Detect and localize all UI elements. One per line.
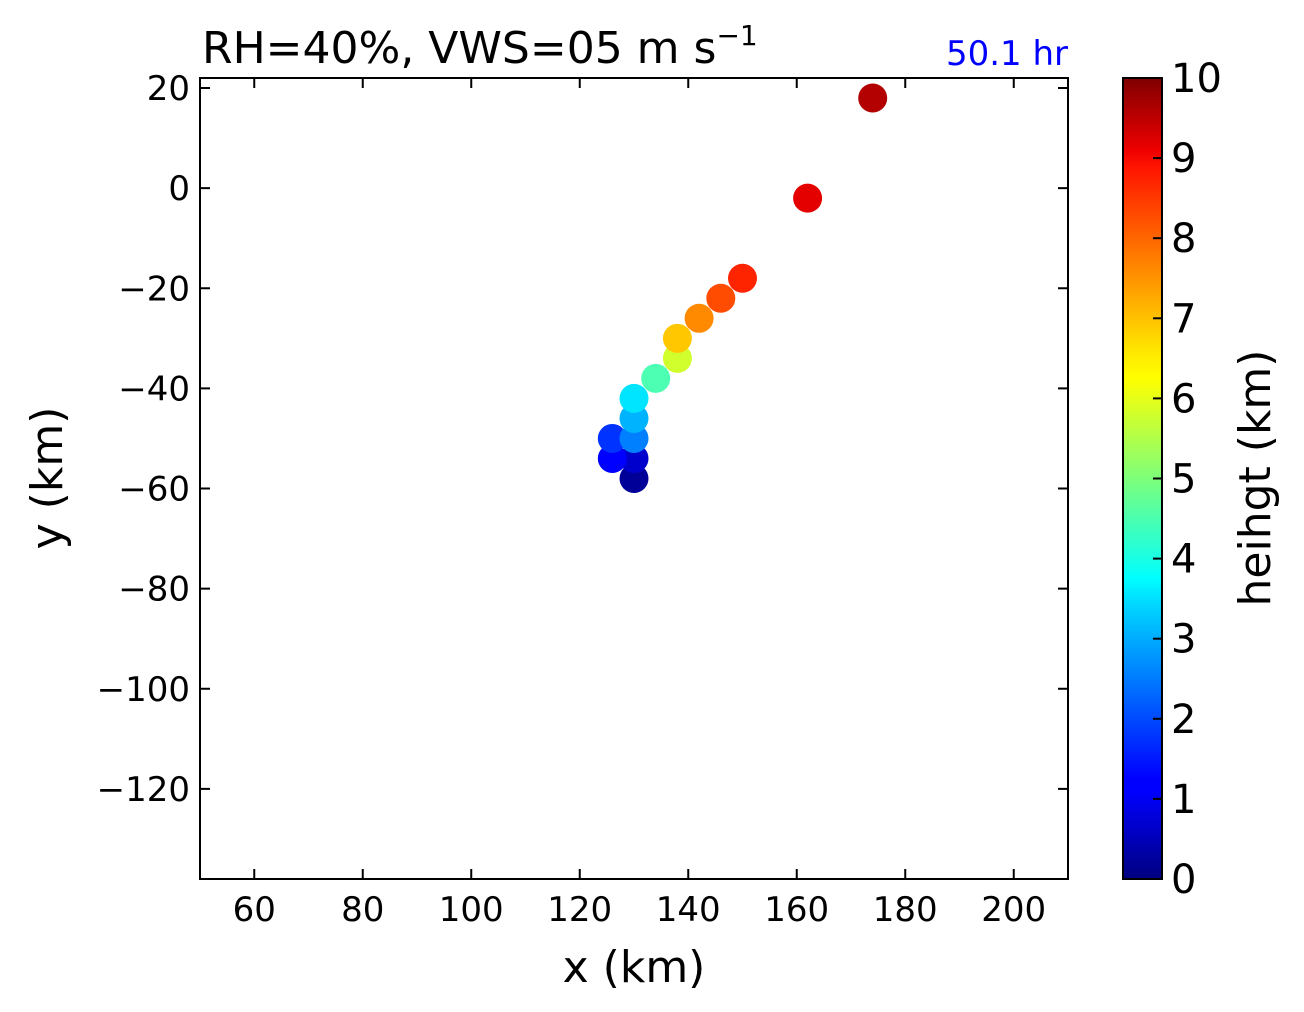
colorbar-label: heihgt (km) <box>1230 350 1281 607</box>
x-axis-ticks: 60 80 100 120 140 160 180 200 <box>233 78 1046 930</box>
scatter-point <box>728 263 757 293</box>
x-tick-label: 200 <box>981 890 1046 930</box>
chart-title: RH=40%, VWS=05 m s−1 <box>202 19 758 74</box>
y-tick-label: 0 <box>168 169 190 209</box>
scatter-point <box>793 183 823 213</box>
scatter-point <box>619 383 649 413</box>
y-axis-ticks: 20 0 −20 −40 −60 −80 −100 −120 <box>97 69 1068 810</box>
y-tick-label: −40 <box>118 369 190 409</box>
scatter-point <box>619 403 649 433</box>
scatter-point <box>684 303 714 333</box>
x-tick-label: 120 <box>547 890 612 930</box>
scatter-point <box>619 423 649 453</box>
scatter-point <box>619 443 649 473</box>
colorbar-tick-label: 9 <box>1171 136 1196 182</box>
colorbar-tick-label: 3 <box>1171 617 1196 663</box>
colorbar-tick-label: 5 <box>1171 457 1196 503</box>
y-tick-label: −120 <box>97 770 190 810</box>
x-tick-label: 160 <box>764 890 829 930</box>
colorbar-tick-label: 1 <box>1171 777 1196 823</box>
y-tick-label: −100 <box>97 670 190 710</box>
y-tick-label: −60 <box>118 470 190 510</box>
plot-frame <box>199 77 1069 880</box>
x-tick-label: 180 <box>873 890 938 930</box>
scatter-point <box>641 363 671 393</box>
scatter-point <box>662 343 692 373</box>
colorbar-tick-label: 0 <box>1171 857 1196 903</box>
colorbar-tick-label: 7 <box>1171 296 1196 342</box>
scatter-point <box>597 443 627 473</box>
colorbar-tick-label: 2 <box>1171 697 1196 743</box>
x-tick-label: 100 <box>439 890 504 930</box>
y-tick-label: −20 <box>118 269 190 309</box>
colorbar-tick-label: 6 <box>1171 376 1196 422</box>
scatter-point <box>858 83 888 113</box>
time-label: 50.1 hr <box>946 34 1068 74</box>
colorbar-tick-label: 8 <box>1171 216 1196 262</box>
y-axis-label: y (km) <box>22 407 73 550</box>
colorbar-tick-label: 10 <box>1171 56 1222 102</box>
x-axis-label: x (km) <box>563 942 706 993</box>
x-tick-label: 140 <box>656 890 721 930</box>
x-tick-label: 80 <box>341 890 384 930</box>
title-superscript: −1 <box>716 19 757 52</box>
scatter-point <box>706 283 736 313</box>
y-tick-label: 20 <box>147 69 190 109</box>
scatter-point <box>597 423 627 453</box>
scatter-point <box>619 464 649 493</box>
x-tick-label: 60 <box>233 890 276 930</box>
colorbar-ticks: 0 1 2 3 4 5 6 7 8 9 10 <box>1153 56 1222 903</box>
y-tick-label: −80 <box>118 570 190 610</box>
colorbar-tick-label: 4 <box>1171 537 1196 583</box>
scatter-points <box>597 83 888 493</box>
scatter-point <box>662 323 692 353</box>
